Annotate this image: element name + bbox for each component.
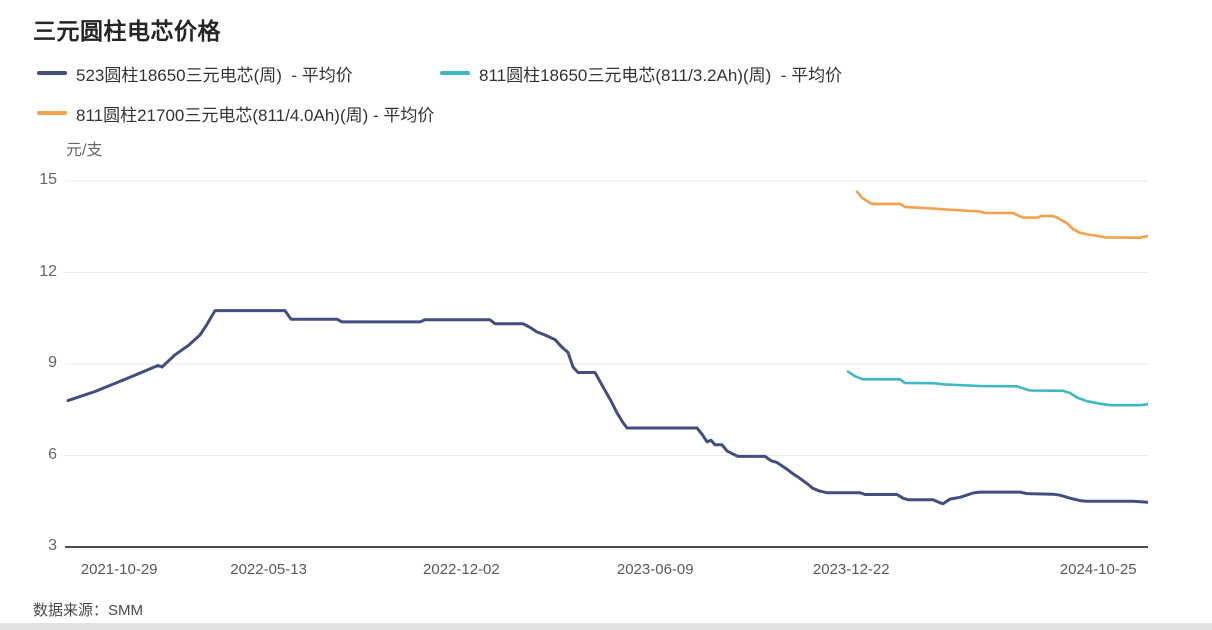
series-line-2 xyxy=(855,190,1150,239)
y-tick-9: 9 xyxy=(48,354,57,371)
legend-label: 811圆柱21700三元电芯(811/4.0Ah)(周) - 平均价 xyxy=(76,105,435,125)
plot-area[interactable] xyxy=(65,171,1150,551)
y-tick-3: 3 xyxy=(48,537,57,554)
price-line-chart xyxy=(65,180,1150,548)
data-source-note: 数据来源：SMM xyxy=(33,602,143,619)
bottom-divider xyxy=(0,623,1212,630)
x-tick-2022-05-13: 2022-05-13 xyxy=(230,561,307,578)
legend-item-811-21700[interactable]: 811圆柱21700三元电芯(811/4.0Ah)(周) - 平均价 xyxy=(37,102,435,125)
legend-label: 523圆柱18650三元电芯(周) - 平均价 xyxy=(76,65,353,85)
legend-line-swatch-cyan xyxy=(440,71,470,75)
legend-item-523-18650[interactable]: 523圆柱18650三元电芯(周) - 平均价 xyxy=(37,62,353,85)
legend-label: 811圆柱18650三元电芯(811/3.2Ah)(周) - 平均价 xyxy=(479,65,843,85)
x-tick-2021-10-29: 2021-10-29 xyxy=(80,561,158,578)
y-tick-12: 12 xyxy=(39,262,57,280)
y-axis-unit-label: 元/支 xyxy=(66,142,103,159)
series-line-0 xyxy=(66,309,1150,506)
legend-item-811-18650[interactable]: 811圆柱18650三元电芯(811/3.2Ah)(周) - 平均价 xyxy=(440,62,843,85)
x-tick-2023-06-09: 2023-06-09 xyxy=(616,561,694,578)
series-line-1 xyxy=(846,370,1150,407)
legend-line-swatch-orange xyxy=(37,111,67,115)
y-tick-15: 15 xyxy=(39,171,57,188)
x-tick-2024-10-25: 2024-10-25 xyxy=(1059,561,1137,578)
chart-title: 三元圆柱电芯价格 xyxy=(33,18,221,44)
x-tick-2022-12-02: 2022-12-02 xyxy=(423,561,500,578)
x-tick-2023-12-22: 2023-12-22 xyxy=(812,561,890,578)
legend-line-swatch-navy xyxy=(37,71,67,75)
y-tick-6: 6 xyxy=(48,445,57,463)
